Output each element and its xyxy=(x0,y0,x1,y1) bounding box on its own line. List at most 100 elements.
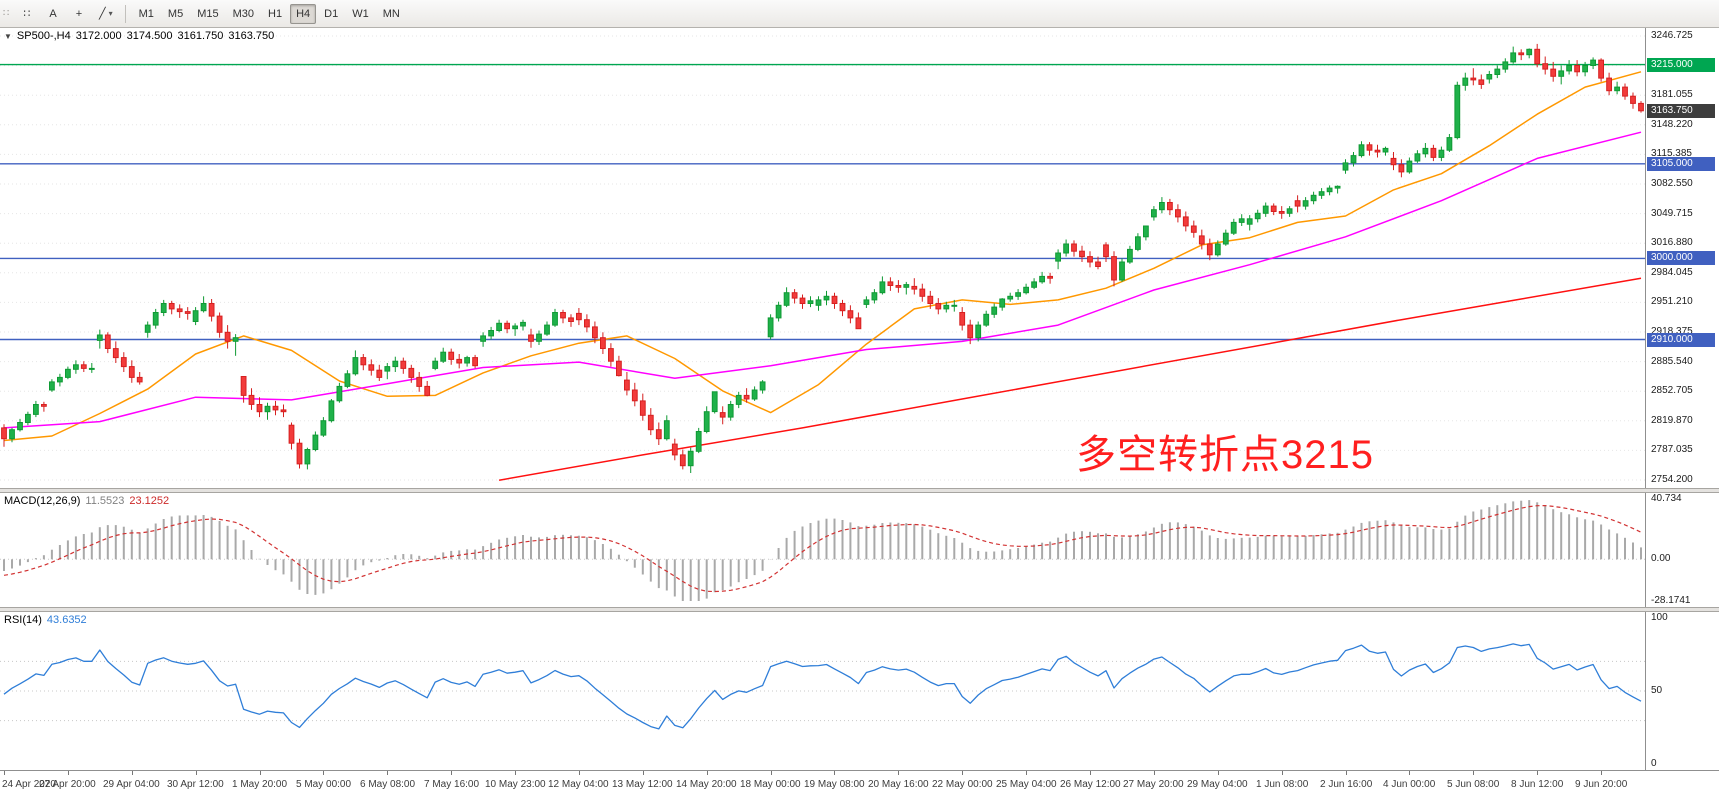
time-axis-tick xyxy=(260,771,261,775)
ma-mid-magenta-line xyxy=(3,131,1642,429)
time-axis-label: 4 Jun 00:00 xyxy=(1383,779,1436,790)
chart-text-annotation[interactable]: 多空转折点3215 xyxy=(1076,433,1374,477)
time-axis-label: 12 May 04:00 xyxy=(548,779,609,790)
time-axis-label: 5 Jun 08:00 xyxy=(1447,779,1500,790)
macd-signal-value: 23.1252 xyxy=(129,495,170,507)
time-axis-tick xyxy=(451,771,452,775)
time-axis-label: 26 May 12:00 xyxy=(1060,779,1121,790)
price-axis-label: 3246.725 xyxy=(1651,30,1693,41)
time-axis-label: 29 Apr 04:00 xyxy=(103,779,160,790)
timeframe-button-h1[interactable]: H1 xyxy=(262,4,288,24)
time-axis-label: 8 Jun 12:00 xyxy=(1511,779,1564,790)
macd-axis[interactable]: 40.734 0.00 -28.1741 xyxy=(1645,493,1719,607)
time-axis-tick xyxy=(771,771,772,775)
timeframe-button-mn[interactable]: MN xyxy=(377,4,406,24)
price-axis-label: 2754.200 xyxy=(1651,474,1693,485)
timeframe-button-m30[interactable]: M30 xyxy=(227,4,260,24)
macd-header: MACD(12,26,9) 11.5523 23.1252 xyxy=(4,495,174,507)
time-axis-label: 6 May 08:00 xyxy=(360,779,416,790)
time-axis-tick xyxy=(1409,771,1410,775)
toolbar-grip[interactable]: ∷ xyxy=(3,7,10,19)
rsi-header: RSI(14) 43.6352 xyxy=(4,614,92,626)
time-axis-label: 14 May 20:00 xyxy=(676,779,737,790)
time-axis-tick xyxy=(1473,771,1474,775)
time-axis-tick xyxy=(1090,771,1091,775)
ma-slow-red-line xyxy=(498,277,1642,481)
time-axis-tick xyxy=(898,771,899,775)
price-axis-label: 2918.375 xyxy=(1651,326,1693,337)
ohlc-open: 3172.000 xyxy=(75,30,122,42)
macd-canvas[interactable] xyxy=(0,493,1645,607)
line-studies-icon: ╱ xyxy=(99,8,106,20)
time-axis-label: 25 May 04:00 xyxy=(996,779,1057,790)
time-axis-tick xyxy=(1218,771,1219,775)
rsi-value: 43.6352 xyxy=(46,614,87,626)
time-axis-tick xyxy=(1282,771,1283,775)
time-axis-tick xyxy=(68,771,69,775)
current-price-badge: 3163.750 xyxy=(1647,103,1715,118)
time-axis-tick xyxy=(707,771,708,775)
time-axis-label: 2 Jun 16:00 xyxy=(1320,779,1373,790)
timeframe-button-d1[interactable]: D1 xyxy=(318,4,344,24)
time-axis-tick xyxy=(643,771,644,775)
time-axis-tick xyxy=(962,771,963,775)
timeframe-button-m15[interactable]: M15 xyxy=(191,4,224,24)
text-annotation-icon[interactable]: A xyxy=(41,4,65,24)
chart-mode-icon[interactable]: ∷ xyxy=(15,4,39,24)
price-axis[interactable]: 3246.7253213.8903181.0553148.2203115.385… xyxy=(1645,28,1719,488)
time-axis-label: 24 Apr 2020 xyxy=(2,779,56,790)
price-axis-label: 3016.880 xyxy=(1651,237,1693,249)
chart-toolbar: ∷ ∷ A + ╱ ▾ M1 M5 M15 M30 H1 H4 D1 W1 MN xyxy=(0,0,1719,28)
price-axis-label: 2951.210 xyxy=(1651,296,1693,308)
time-axis-label: 10 May 23:00 xyxy=(485,779,546,790)
time-axis-label: 9 Jun 20:00 xyxy=(1575,779,1628,790)
rsi-label: RSI(14) xyxy=(4,614,42,626)
timeframe-button-m5[interactable]: M5 xyxy=(162,4,189,24)
one-click-collapse-icon[interactable]: ▼ xyxy=(4,32,12,41)
price-axis-label: 3148.220 xyxy=(1651,118,1693,130)
time-axis-tick xyxy=(515,771,516,775)
ma-fast-orange-line xyxy=(3,71,1642,442)
rsi-axis-label: 100 xyxy=(1651,612,1668,623)
ohlc-close: 3163.750 xyxy=(228,30,275,42)
tool-button-group: ∷ A + ╱ ▾ xyxy=(14,4,120,24)
time-axis-tick xyxy=(387,771,388,775)
time-axis-tick xyxy=(1601,771,1602,775)
panel-splitter[interactable] xyxy=(0,488,1719,493)
symbol-timeframe-label: SP500-,H4 xyxy=(16,30,71,42)
toolbar-separator xyxy=(124,4,126,23)
time-axis-label: 1 Jun 08:00 xyxy=(1256,779,1309,790)
chart-title: ▼ SP500-,H4 3172.000 3174.500 3161.750 3163.7… xyxy=(4,30,279,42)
time-axis[interactable]: 24 Apr 2020 27 Apr 20:00 29 Apr 04:00 30 Ap… xyxy=(0,770,1719,798)
timeframe-button-group: M1 M5 M15 M30 H1 H4 D1 W1 MN xyxy=(132,3,407,24)
timeframe-button-h4[interactable]: H4 xyxy=(290,3,317,24)
price-axis-label: 2885.540 xyxy=(1651,355,1693,367)
rsi-axis[interactable]: 100 50 0 xyxy=(1645,612,1719,770)
time-axis-label: 1 May 20:00 xyxy=(232,779,288,790)
price-chart-canvas[interactable] xyxy=(0,28,1645,488)
chart-window: ▼ SP500-,H4 3172.000 3174.500 3161.750 3163.7… xyxy=(0,28,1719,798)
timeframe-button-m1[interactable]: M1 xyxy=(133,4,160,24)
macd-axis-label: 0.00 xyxy=(1651,553,1671,565)
time-axis-label: 29 May 04:00 xyxy=(1187,779,1248,790)
price-axis-label: 3181.055 xyxy=(1651,89,1693,101)
rsi-axis-label: 0 xyxy=(1651,758,1657,769)
time-axis-label: 5 May 00:00 xyxy=(296,779,352,790)
timeframe-button-w1[interactable]: W1 xyxy=(346,4,375,24)
price-level-badge-3215.000: 3215.000 xyxy=(1647,57,1715,72)
line-studies-icon[interactable]: ╱ ▾ xyxy=(93,4,119,24)
crosshair-tool-icon[interactable]: + xyxy=(67,4,91,24)
time-axis-label: 18 May 00:00 xyxy=(740,779,801,790)
panel-splitter[interactable] xyxy=(0,607,1719,612)
time-axis-tick xyxy=(1537,771,1538,775)
time-axis-label: 27 Apr 20:00 xyxy=(39,779,96,790)
price-level-badge-3000.000: 3000.000 xyxy=(1647,251,1715,266)
ohlc-low: 3161.750 xyxy=(177,30,224,42)
time-axis-tick xyxy=(132,771,133,775)
macd-axis-label: 40.734 xyxy=(1651,493,1682,504)
price-axis-label: 2819.870 xyxy=(1651,414,1693,426)
rsi-canvas[interactable] xyxy=(0,612,1645,770)
time-axis-tick xyxy=(1154,771,1155,775)
text-annotation-icon: A xyxy=(49,7,57,20)
time-axis-label: 19 May 08:00 xyxy=(804,779,865,790)
